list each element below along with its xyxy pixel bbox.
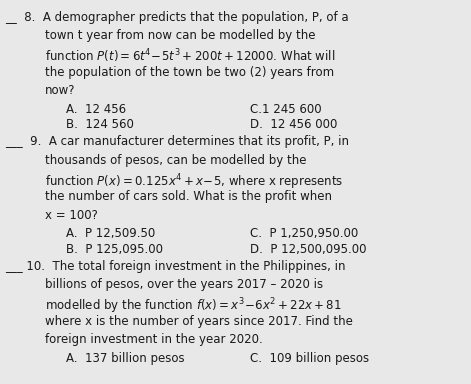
Text: ___ 10.  The total foreign investment in the Philippines, in: ___ 10. The total foreign investment in …	[5, 260, 345, 273]
Text: A.  12 456: A. 12 456	[66, 103, 126, 116]
Text: modelled by the function $f(x) = x^3\!-\!6x^2 + 22x + 81$: modelled by the function $f(x) = x^3\!-\…	[45, 296, 341, 316]
Text: A.  137 billion pesos: A. 137 billion pesos	[66, 352, 185, 365]
Text: now?: now?	[45, 84, 75, 98]
Text: billions of pesos, over the years 2017 – 2020 is: billions of pesos, over the years 2017 –…	[45, 278, 323, 291]
Text: where x is the number of years since 2017. Find the: where x is the number of years since 201…	[45, 315, 353, 328]
Text: town t year from now can be modelled by the: town t year from now can be modelled by …	[45, 29, 315, 42]
Text: __  8.  A demographer predicts that the population, P, of a: __ 8. A demographer predicts that the po…	[5, 11, 349, 24]
Text: function $P(x) = 0.125x^4 + x\!-\!5$, where x represents: function $P(x) = 0.125x^4 + x\!-\!5$, wh…	[45, 172, 343, 192]
Text: A.  P 12,509.50: A. P 12,509.50	[66, 227, 155, 240]
Text: ___  9.  A car manufacturer determines that its profit, P, in: ___ 9. A car manufacturer determines tha…	[5, 135, 349, 148]
Text: C.  109 billion pesos: C. 109 billion pesos	[250, 352, 369, 365]
Text: C.  P 1,250,950.00: C. P 1,250,950.00	[250, 227, 358, 240]
Text: function $P(t) = 6t^4\!-\!5t^3 + 200t + 12000$. What will: function $P(t) = 6t^4\!-\!5t^3 + 200t + …	[45, 48, 335, 65]
Text: thousands of pesos, can be modelled by the: thousands of pesos, can be modelled by t…	[45, 154, 306, 167]
Text: D.  P 12,500,095.00: D. P 12,500,095.00	[250, 243, 366, 256]
Text: D.  12 456 000: D. 12 456 000	[250, 118, 337, 131]
Text: C.1 245 600: C.1 245 600	[250, 103, 321, 116]
Text: B.  P 125,095.00: B. P 125,095.00	[66, 243, 163, 256]
Text: the population of the town be two (2) years from: the population of the town be two (2) ye…	[45, 66, 334, 79]
Text: the number of cars sold. What is the profit when: the number of cars sold. What is the pro…	[45, 190, 332, 204]
Text: B.  124 560: B. 124 560	[66, 118, 134, 131]
Text: foreign investment in the year 2020.: foreign investment in the year 2020.	[45, 333, 262, 346]
Text: x = 100?: x = 100?	[45, 209, 97, 222]
